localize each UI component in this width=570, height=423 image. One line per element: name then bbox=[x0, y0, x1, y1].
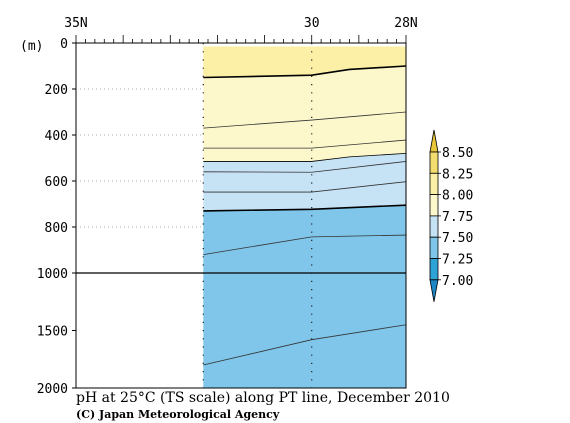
plot-frame bbox=[75, 42, 407, 389]
y-tick-label-600: 600 bbox=[45, 175, 68, 190]
surface-band bbox=[203, 43, 406, 47]
fill-region-7.25-7.50 bbox=[203, 205, 406, 388]
y-axis-unit: (m) bbox=[20, 39, 43, 54]
colorbar-label-7.00: 7.00 bbox=[442, 274, 473, 289]
colorbar-swatch-4 bbox=[429, 215, 439, 238]
contour-boundary-7.75 bbox=[203, 153, 407, 162]
plot-border bbox=[75, 42, 407, 389]
colorbar-label-8.25: 8.25 bbox=[442, 167, 473, 182]
y-tick-label-1500: 1500 bbox=[37, 325, 68, 340]
contour-fills bbox=[203, 43, 406, 388]
contour-boundary-8.00 bbox=[203, 65, 407, 79]
fill-region-7.75-8.00 bbox=[203, 66, 406, 162]
colorbar-swatch-1 bbox=[429, 151, 439, 174]
y-tick-label-200: 200 bbox=[45, 83, 68, 98]
y-tick-label-800: 800 bbox=[45, 221, 68, 236]
y-tick-label-1000: 1000 bbox=[37, 267, 68, 282]
colorbar-label-7.50: 7.50 bbox=[442, 231, 473, 246]
x-tick-label-30: 30 bbox=[304, 16, 320, 31]
colorbar-label-7.75: 7.75 bbox=[442, 210, 473, 225]
colorbar: 8.50 8.25 8.00 7.75 7.50 7.25 7.00 bbox=[429, 129, 473, 302]
colorbar-swatch-3 bbox=[429, 194, 439, 217]
colorbar-swatch-2 bbox=[429, 172, 439, 196]
x-tick-label-35N: 35N bbox=[64, 16, 87, 31]
colorbar-top-arrow bbox=[429, 129, 439, 153]
contour-line-1 bbox=[203, 111, 407, 129]
contour-line-3 bbox=[203, 161, 407, 173]
y-axis: 0 200 400 600 800 1000 1500 2000 bbox=[37, 37, 204, 397]
colorbar-swatch-6 bbox=[429, 258, 439, 281]
fill-region-7.50-7.75 bbox=[203, 153, 406, 211]
y-tick-label-2000: 2000 bbox=[37, 382, 68, 397]
y-tick-label-400: 400 bbox=[45, 129, 68, 144]
x-tick-label-28N: 28N bbox=[394, 16, 417, 31]
contour-lines bbox=[203, 65, 407, 366]
colorbar-bottom-arrow bbox=[429, 279, 439, 302]
contour-line-5 bbox=[203, 234, 407, 255]
station-markers bbox=[202, 43, 313, 388]
y-tick-label-0: 0 bbox=[60, 37, 68, 52]
contour-line-6 bbox=[203, 324, 407, 366]
credit-text: (C) Japan Meteorological Agency bbox=[76, 408, 280, 421]
x-axis: 35N 30 28N bbox=[64, 16, 418, 43]
colorbar-label-7.25: 7.25 bbox=[442, 253, 473, 268]
colorbar-label-8.00: 8.00 bbox=[442, 189, 473, 204]
contour-line-2 bbox=[203, 139, 407, 149]
contour-line-4 bbox=[203, 181, 407, 193]
colorbar-swatch-5 bbox=[429, 236, 439, 259]
colorbar-label-8.50: 8.50 bbox=[442, 146, 473, 161]
contour-boundary-7.50 bbox=[203, 204, 407, 212]
chart-title: pH at 25°C (TS scale) along PT line, Dec… bbox=[76, 390, 450, 406]
